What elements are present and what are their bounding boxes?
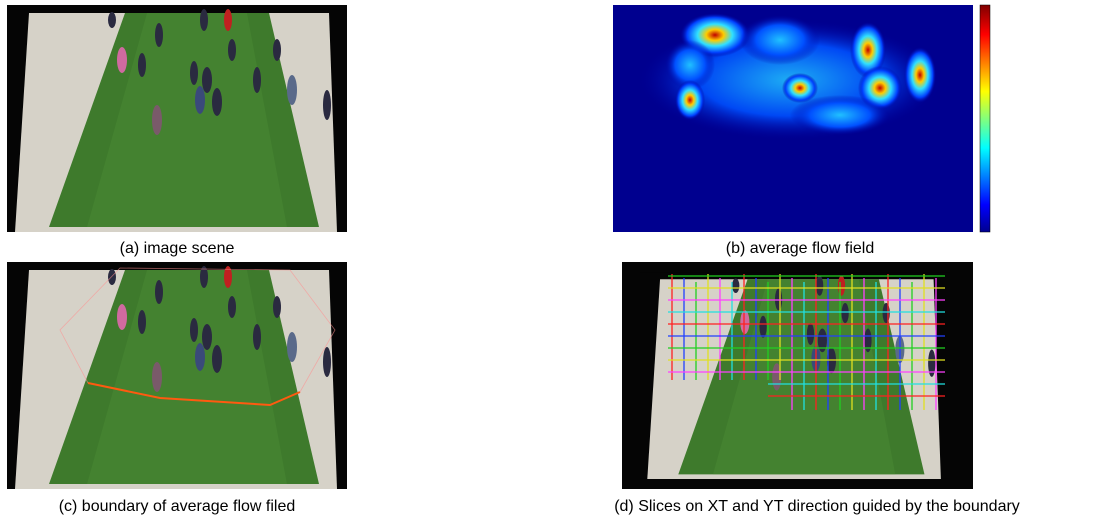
caption: (c) boundary of average flow filed [59, 498, 296, 515]
caption: (d) Slices on XT and YT direction guided… [614, 498, 1020, 515]
caption: (a) image scene [120, 240, 235, 257]
figure: (a) image scene (b) average flow field (… [0, 0, 1095, 521]
caption: (b) average flow field [726, 240, 875, 257]
boundary-scene [7, 262, 347, 489]
slices-scene [622, 262, 973, 489]
flow-field [613, 5, 990, 232]
image-scene [7, 5, 347, 232]
